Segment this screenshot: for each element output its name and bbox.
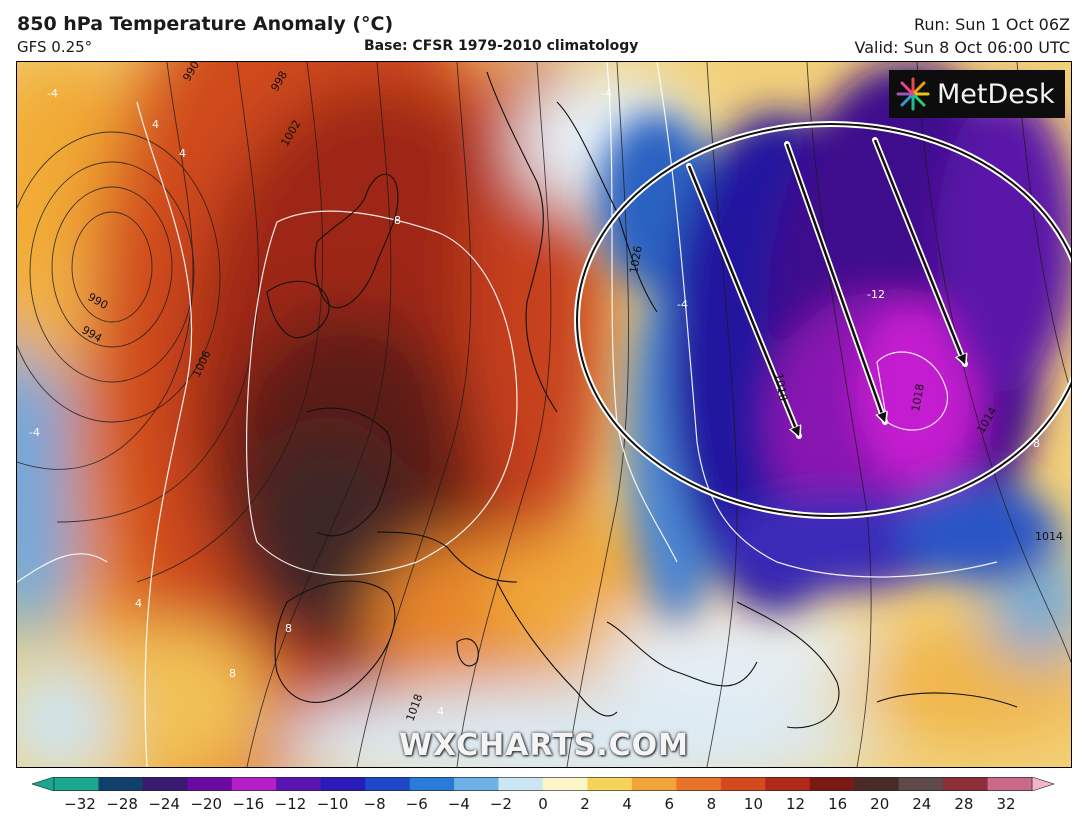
colorbar-tick-label: 4 xyxy=(622,795,632,813)
arrow-3 xyxy=(873,139,965,364)
isobar-lines xyxy=(17,62,1071,767)
colorbar-segment xyxy=(409,777,455,791)
colorbar-segment xyxy=(498,777,544,791)
colorbar-segment xyxy=(809,777,855,791)
anomaly-label: -8 xyxy=(1029,437,1040,450)
colorbar-segment xyxy=(676,777,722,791)
colorbar-segment xyxy=(276,777,322,791)
base-label: Base: CFSR 1979-2010 climatology xyxy=(364,38,639,54)
colorbar-segment xyxy=(98,777,144,791)
colorbar-ticks: −32 −28 −24 −20 −16 −12 −10 −8 −6 −4 −2 0 2 4 6 8 10 12 16… xyxy=(0,795,1088,817)
wxcharts-watermark: WXCHARTS.COM xyxy=(398,728,690,763)
colorbar-segment xyxy=(142,777,188,791)
colorbar-tick-label: −24 xyxy=(148,795,180,813)
isobar-label: 1018 xyxy=(909,383,927,413)
isobar-label: 1014 xyxy=(1035,530,1063,543)
anomaly-label: 4 xyxy=(152,118,159,131)
anomaly-label: -4 xyxy=(677,298,688,311)
anomaly-label: 4 xyxy=(135,597,142,610)
anomaly-label: -12 xyxy=(867,288,885,301)
anomaly-label: -4 xyxy=(47,87,58,100)
colorbar-segment xyxy=(365,777,411,791)
colorbar-tick-label: −4 xyxy=(447,795,470,813)
colorbar-tick-label: 6 xyxy=(664,795,675,813)
colorbar-tick-label: −32 xyxy=(64,795,96,813)
anomaly-label: -4 xyxy=(601,87,612,100)
colorbar-tick-label: −6 xyxy=(405,795,428,813)
model-label: GFS 0.25° xyxy=(17,38,93,56)
flow-arrows xyxy=(686,137,968,436)
anomaly-label: 4 xyxy=(437,705,444,718)
chart-title: 850 hPa Temperature Anomaly (°C) xyxy=(17,13,394,35)
valid-label: Valid: Sun 8 Oct 06:00 UTC xyxy=(854,38,1070,57)
isobar-label: 1026 xyxy=(627,245,645,275)
colorbar-tick-label: 24 xyxy=(912,795,932,813)
colorbar-segment xyxy=(631,777,677,791)
colorbar-tick-label: −12 xyxy=(274,795,307,813)
anomaly-label-group: -4 4 4 8 -4 -4 -12 -8 4 8 8 4 -4 xyxy=(29,87,1040,718)
colorbar-tick-label: 10 xyxy=(743,795,763,813)
colorbar-max-arrow xyxy=(1031,777,1054,791)
colorbar-frame xyxy=(53,777,1033,791)
colorbar-tick-label: 12 xyxy=(785,795,806,813)
colorbar-segment xyxy=(854,777,900,791)
colorbar-tick-label: −8 xyxy=(363,795,386,813)
colorbar-segment xyxy=(454,777,500,791)
anomaly-label: 8 xyxy=(229,667,236,680)
colorbar-min-arrow xyxy=(32,777,55,791)
colorbar-tick-label: 8 xyxy=(706,795,717,813)
colorbar-segment xyxy=(943,777,989,791)
colorbar-segment xyxy=(54,777,99,791)
metdesk-burst-icon xyxy=(896,77,930,111)
colorbar-segment xyxy=(320,777,366,791)
cold-air-annotation xyxy=(574,121,1071,519)
anomaly-label: 4 xyxy=(179,147,186,160)
colorbar-tick-label: −28 xyxy=(106,795,138,813)
anomaly-contours xyxy=(17,62,998,767)
metdesk-logo: MetDesk xyxy=(889,70,1065,118)
map-canvas: 990 998 1002 990 994 1006 1026 1010 1018… xyxy=(17,62,1071,767)
anomaly-field xyxy=(17,62,1071,767)
isobar-label: 1010 xyxy=(772,372,790,402)
colorbar-segment xyxy=(898,777,944,791)
anomaly-label: 8 xyxy=(285,622,292,635)
colorbar xyxy=(32,777,1054,791)
colorbar-tick-label: 0 xyxy=(538,795,548,813)
colorbar-segment xyxy=(765,777,811,791)
colorbar-tick-label: −10 xyxy=(316,795,349,813)
colorbar-segment xyxy=(231,777,277,791)
colorbar-tick-label: 16 xyxy=(828,795,848,813)
anomaly-map: 990 998 1002 990 994 1006 1026 1010 1018… xyxy=(16,61,1072,768)
colorbar-tick-label: 20 xyxy=(870,795,890,813)
colorbar-segment xyxy=(987,777,1033,791)
metdesk-logo-text: MetDesk xyxy=(937,78,1055,110)
colorbar-tick-label: 28 xyxy=(954,795,974,813)
arrow-1 xyxy=(687,165,799,436)
colorbar-segment xyxy=(587,777,633,791)
anomaly-label: 8 xyxy=(394,214,401,227)
anomaly-label: -4 xyxy=(29,426,40,439)
colorbar-segment xyxy=(543,777,588,791)
arrow-2 xyxy=(785,143,885,422)
colorbar-tick-label: −2 xyxy=(489,795,512,813)
colorbar-tick-label: 32 xyxy=(996,795,1016,813)
colorbar-tick-label: −16 xyxy=(232,795,265,813)
colorbar-tick-label: −20 xyxy=(190,795,223,813)
colorbar-segment xyxy=(187,777,233,791)
run-label: Run: Sun 1 Oct 06Z xyxy=(913,15,1070,34)
colorbar-tick-label: 2 xyxy=(580,795,590,813)
colorbar-segment xyxy=(720,777,766,791)
